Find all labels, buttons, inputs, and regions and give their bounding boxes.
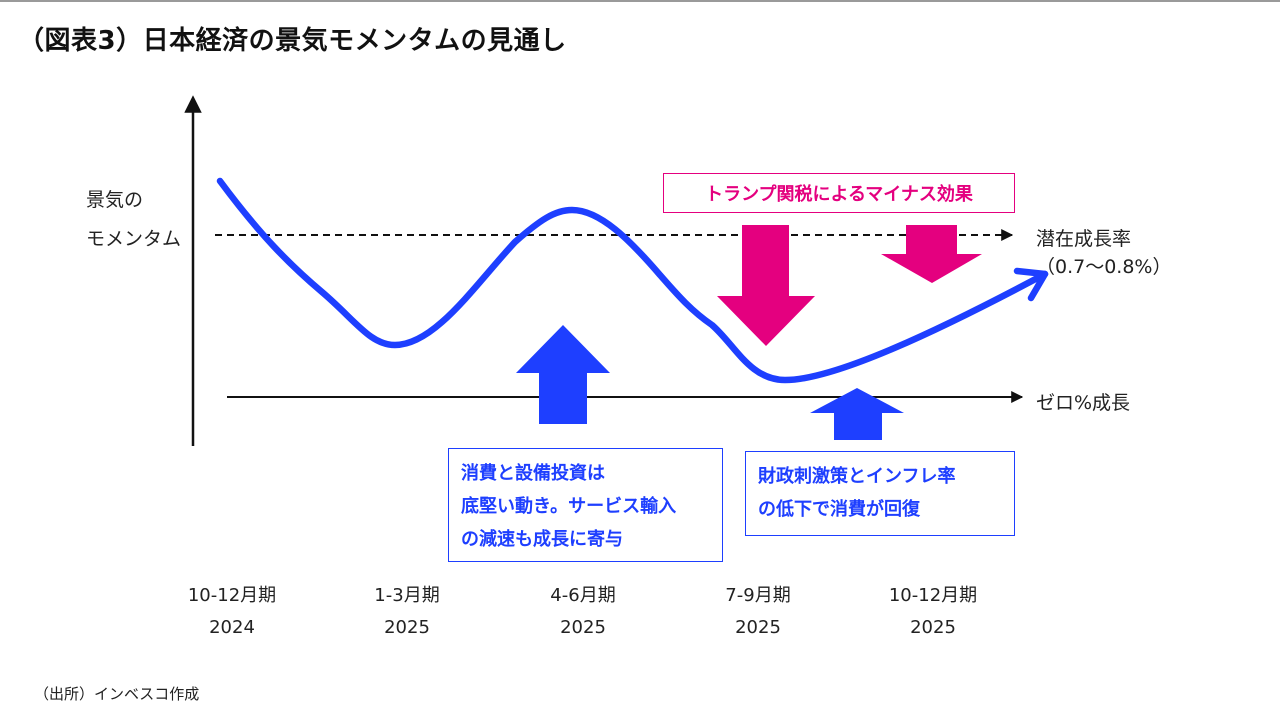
x-tick-1-period: 10-12月期	[187, 585, 277, 606]
x-tick-4-period: 7-9月期	[725, 585, 791, 606]
x-tick-3-year: 2025	[560, 617, 606, 638]
fiscal-box-line-2: の低下で消費が回復	[758, 499, 920, 520]
x-tick-3: 4-6月期 2025	[513, 580, 653, 644]
tariff-down-arrow-large	[717, 225, 815, 346]
source-note: （出所）インベスコ作成	[34, 685, 200, 703]
consumption-up-arrow	[516, 325, 610, 424]
x-tick-4: 7-9月期 2025	[688, 580, 828, 644]
zero-growth-label: ゼロ%成長	[1036, 392, 1131, 414]
x-tick-2-year: 2025	[384, 617, 430, 638]
x-tick-1-year: 2024	[209, 617, 255, 638]
top-rule	[0, 0, 1280, 2]
x-tick-3-period: 4-6月期	[550, 585, 616, 606]
x-tick-4-year: 2025	[735, 617, 781, 638]
x-tick-1: 10-12月期 2024	[162, 580, 302, 644]
momentum-curve-arrowhead	[1013, 267, 1049, 302]
fiscal-up-arrow	[810, 388, 904, 440]
tariff-down-arrow-small	[881, 225, 982, 283]
fiscal-box-line-1: 財政刺激策とインフレ率	[758, 466, 956, 487]
x-tick-5-period: 10-12月期	[888, 585, 978, 606]
consumption-investment-box: 消費と設備投資は 底堅い動き。サービス輸入 の減速も成長に寄与	[448, 448, 723, 562]
x-tick-5-year: 2025	[910, 617, 956, 638]
page-title: （図表3）日本経済の景気モメンタムの見通し	[18, 26, 567, 56]
consumption-box-line-1: 消費と設備投資は	[461, 463, 605, 484]
consumption-box-line-2: 底堅い動き。サービス輸入	[461, 496, 677, 517]
x-tick-2: 1-3月期 2025	[337, 580, 477, 644]
potential-growth-range: （0.7～0.8%）	[1036, 256, 1172, 278]
x-tick-5: 10-12月期 2025	[863, 580, 1003, 644]
y-axis-label-line-1: 景気の	[86, 189, 144, 211]
y-axis-label-line-2: モメンタム	[86, 228, 182, 250]
fiscal-stimulus-box: 財政刺激策とインフレ率 の低下で消費が回復	[745, 451, 1015, 536]
momentum-curve	[216, 177, 1049, 384]
x-tick-2-period: 1-3月期	[374, 585, 440, 606]
consumption-box-line-3: の減速も成長に寄与	[461, 529, 623, 550]
potential-growth-label: 潜在成長率	[1036, 228, 1132, 250]
tariff-effect-box: トランプ関税によるマイナス効果	[663, 173, 1015, 213]
